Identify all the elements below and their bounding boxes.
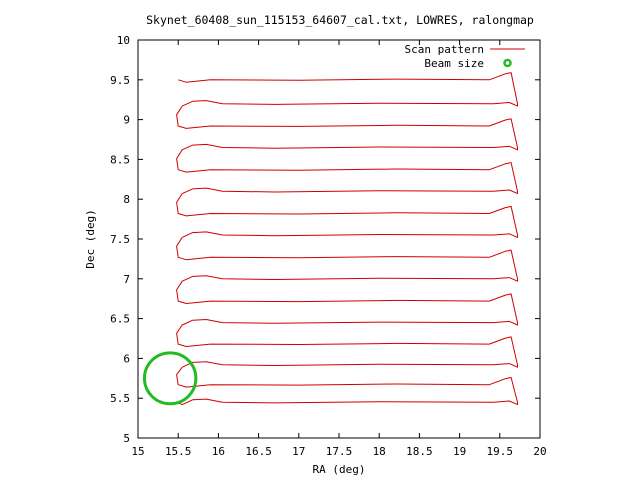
y-tick-label: 7.5 (110, 233, 130, 246)
legend-swatch-beam (503, 58, 512, 68)
x-tick-label: 17.5 (326, 445, 353, 458)
y-tick-label: 8.5 (110, 153, 130, 166)
x-tick-label: 15.5 (165, 445, 192, 458)
x-axis: 15 15.5 16 16.5 17 17.5 18 18.5 19 19.5 20 (131, 40, 547, 458)
y-tick-label: 9.5 (110, 74, 130, 87)
x-tick-label: 19.5 (487, 445, 514, 458)
series-layer (142, 72, 518, 406)
scan-pattern-line (176, 72, 518, 406)
x-tick-label: 20 (533, 445, 546, 458)
x-tick-label: 17 (292, 445, 305, 458)
x-tick-label: 18 (373, 445, 386, 458)
x-tick-label: 18.5 (406, 445, 433, 458)
x-tick-label: 16 (212, 445, 225, 458)
y-tick-label: 8 (123, 193, 130, 206)
y-axis: 5 5.5 6 6.5 7 7.5 8 8.5 9 9.5 10 (110, 34, 540, 445)
x-axis-label: RA (deg) (313, 463, 366, 476)
x-tick-label: 15 (131, 445, 144, 458)
x-tick-label: 19 (453, 445, 466, 458)
y-tick-label: 9 (123, 114, 130, 127)
plot-frame (137, 39, 541, 439)
legend: Scan pattern Beam size (405, 43, 525, 70)
y-tick-label: 6 (123, 352, 130, 365)
legend-label-beam: Beam size (424, 57, 484, 70)
chart-title: Skynet_60408_sun_115153_64607_cal.txt, L… (146, 13, 534, 27)
y-tick-label: 7 (123, 273, 130, 286)
legend-label-scan: Scan pattern (405, 43, 484, 56)
x-tick-label: 16.5 (245, 445, 272, 458)
y-tick-label: 5 (123, 432, 130, 445)
y-tick-label: 10 (117, 34, 130, 47)
beam-size-circle (142, 351, 198, 406)
y-axis-label: Dec (deg) (84, 209, 97, 269)
y-tick-label: 5.5 (110, 392, 130, 405)
y-tick-label: 6.5 (110, 313, 130, 326)
